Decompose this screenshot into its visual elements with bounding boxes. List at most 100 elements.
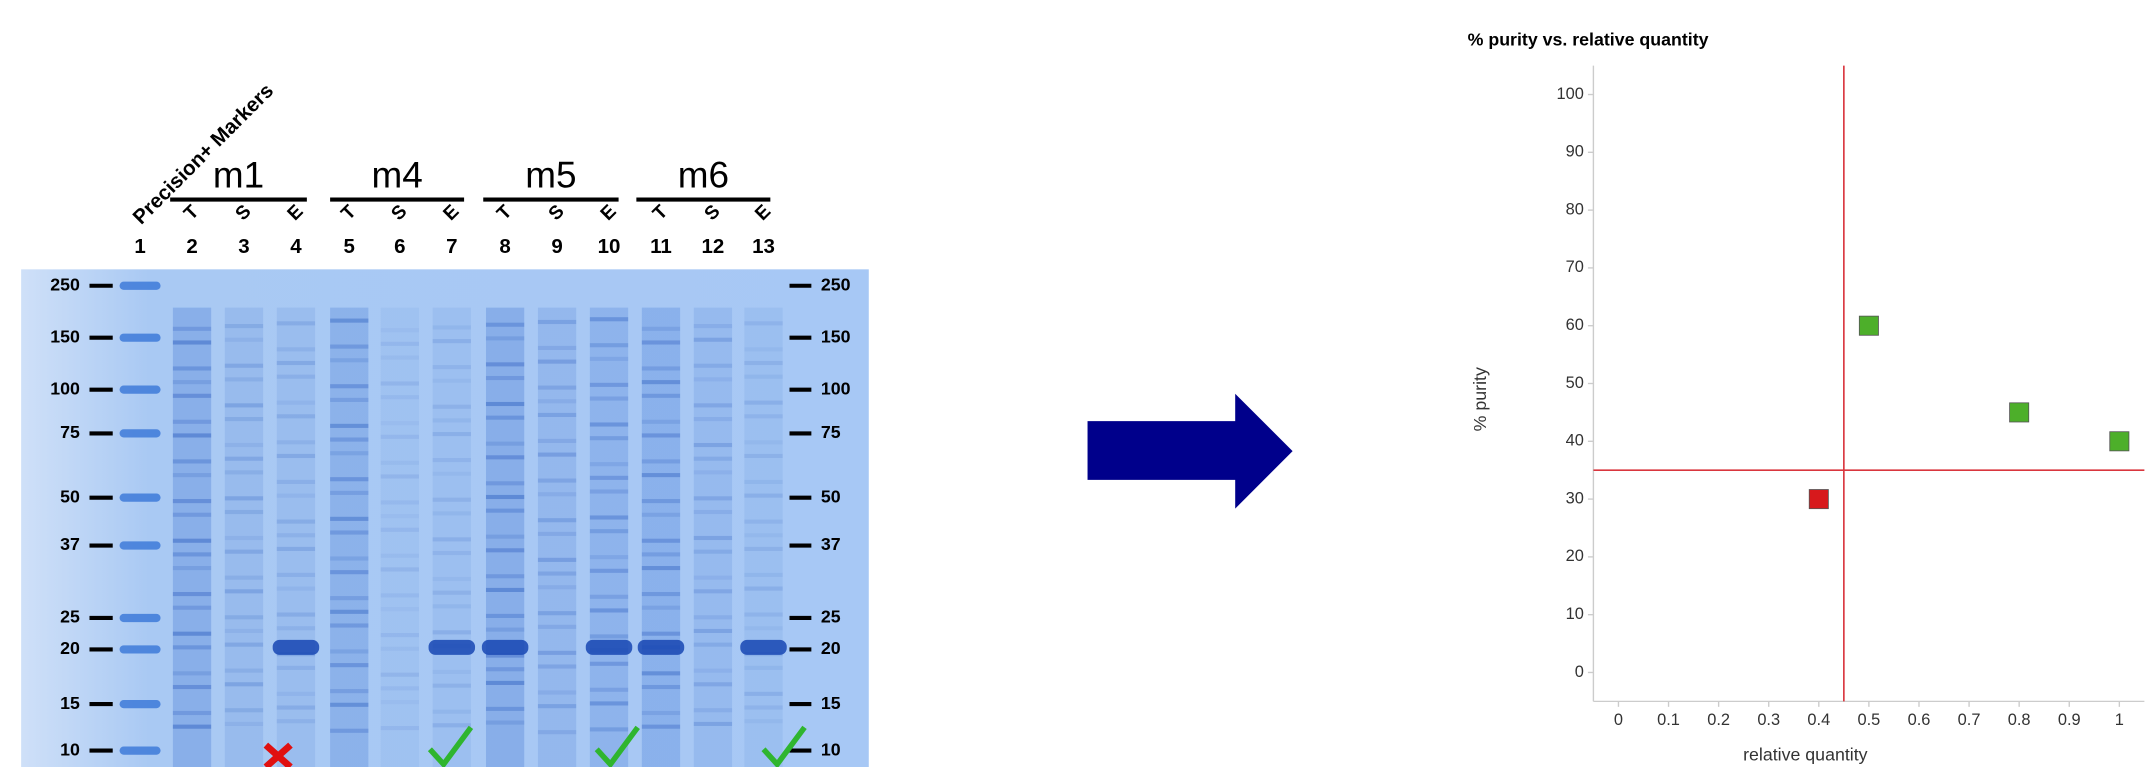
y-tick-label: 10 [1566, 605, 1584, 623]
protein-band [433, 405, 471, 409]
protein-band [694, 324, 732, 328]
x-tick-label: 0.1 [1657, 711, 1680, 729]
scatter-chart: % purity vs. relative quantity relative … [1468, 30, 2145, 765]
target-band [429, 640, 475, 655]
protein-band [538, 439, 576, 443]
protein-band [225, 417, 263, 421]
protein-band [277, 533, 315, 537]
lane-letter: T [649, 201, 672, 224]
protein-band [642, 552, 680, 556]
protein-band [694, 550, 732, 554]
protein-band [277, 347, 315, 351]
protein-band [486, 667, 524, 671]
protein-band [433, 498, 471, 502]
protein-band [642, 420, 680, 424]
protein-band [538, 386, 576, 390]
protein-band [225, 377, 263, 381]
marker-band [120, 541, 161, 549]
protein-band [642, 433, 680, 437]
marker-band [120, 282, 161, 290]
protein-band [538, 730, 576, 734]
lane-letter: S [388, 201, 412, 225]
protein-band [433, 577, 471, 581]
x-tick-label: 1 [2115, 711, 2124, 729]
protein-band [694, 576, 732, 580]
protein-band [744, 692, 782, 696]
protein-band [694, 682, 732, 686]
protein-band [225, 364, 263, 368]
protein-band [173, 592, 211, 596]
size-label-right: 15 [821, 693, 841, 713]
protein-band [330, 596, 368, 600]
lane-number: 5 [344, 235, 355, 258]
marker-band [120, 614, 161, 622]
lane-letter: E [751, 201, 775, 225]
protein-band [744, 375, 782, 379]
protein-band [225, 470, 263, 474]
protein-band [486, 416, 524, 420]
protein-band [538, 399, 576, 403]
protein-band [381, 461, 419, 465]
protein-band [381, 355, 419, 359]
y-tick-label: 20 [1566, 547, 1584, 565]
protein-band [433, 379, 471, 383]
protein-band [173, 725, 211, 729]
protein-band [277, 440, 315, 444]
protein-band [744, 520, 782, 524]
lane-smear [538, 308, 576, 767]
protein-band [694, 364, 732, 368]
protein-band [381, 554, 419, 558]
protein-band [381, 328, 419, 332]
protein-band [173, 433, 211, 437]
protein-band [173, 645, 211, 649]
protein-band [173, 685, 211, 689]
protein-band [642, 473, 680, 477]
protein-band [225, 643, 263, 647]
lane-smear [642, 308, 680, 767]
protein-band [538, 532, 576, 536]
protein-band [277, 375, 315, 379]
protein-band [225, 615, 263, 619]
protein-band [381, 435, 419, 439]
protein-band [694, 589, 732, 593]
target-band [586, 640, 632, 655]
size-label-left: 37 [60, 534, 80, 554]
protein-band [642, 366, 680, 370]
protein-band [642, 671, 680, 675]
protein-band [433, 432, 471, 436]
size-label-left: 50 [60, 486, 80, 506]
protein-band [538, 571, 576, 575]
protein-band [744, 533, 782, 537]
lane-letter: T [337, 201, 360, 224]
protein-band [694, 496, 732, 500]
protein-band [590, 529, 628, 533]
protein-band [590, 701, 628, 705]
x-tick-label: 0.6 [1908, 711, 1931, 729]
protein-band [486, 574, 524, 578]
protein-band [642, 394, 680, 398]
protein-band [381, 686, 419, 690]
size-label-right: 100 [821, 378, 851, 398]
protein-band [173, 340, 211, 344]
protein-band [330, 424, 368, 428]
lane-number: 7 [446, 235, 457, 258]
protein-band [433, 630, 471, 634]
target-band [482, 640, 528, 655]
protein-band [225, 722, 263, 726]
protein-band [744, 587, 782, 591]
protein-band [173, 380, 211, 384]
protein-band [642, 566, 680, 570]
lane-smear [330, 308, 368, 767]
y-tick-label: 80 [1566, 200, 1584, 218]
protein-band [590, 634, 628, 638]
protein-band [277, 321, 315, 325]
protein-band [642, 327, 680, 331]
x-tick-label: 0.9 [2058, 711, 2081, 729]
protein-band [590, 343, 628, 347]
protein-band [486, 721, 524, 725]
marker-band [120, 700, 161, 708]
protein-band [642, 632, 680, 636]
protein-band [538, 704, 576, 708]
protein-band [744, 613, 782, 617]
